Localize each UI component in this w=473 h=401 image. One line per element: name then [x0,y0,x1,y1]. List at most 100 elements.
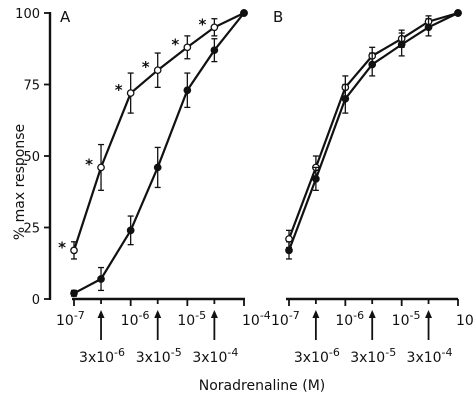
x-tick-label: 10-6 [335,309,364,329]
data-point-open [126,89,135,97]
axes-lines [48,12,458,301]
significance-marker: * [115,81,123,99]
x-tick-text: 10-7 [271,309,300,329]
significance-marker: * [58,238,66,256]
y-axis-title: % max response [12,124,28,240]
x-minor-text-base: 3x10 [136,350,171,366]
data-point-filled [70,289,78,298]
data-point-filled [240,9,248,17]
data-point-open [153,66,162,75]
x-minor-text-base: 3x10 [350,350,385,366]
x-tick-text-base: 10 [121,313,139,329]
data-point-filled [397,40,406,49]
x-minor-text: 3x10-5 [350,346,396,366]
x-tick-label: 10-5 [392,309,421,329]
arrow-head [210,310,218,318]
x-minor-text: 3x10-6 [294,346,340,366]
y-tick-label: 0 [32,293,40,308]
x-tick-text-base: 10 [56,313,74,329]
data-point-open [70,246,78,255]
arrow-head [368,310,376,318]
significance-marker: * [85,155,93,173]
x-minor-text-exponent: -6 [329,346,340,359]
y-tick-label: 100 [15,7,40,22]
data-point-filled [368,60,377,69]
x-minor-text-base: 3x10 [294,350,329,366]
x-tick-text: 10-5 [392,309,421,329]
series-line [287,12,459,251]
x-minor-label: 3x10-5 [136,346,182,366]
x-minor-text-base: 3x10 [407,350,442,366]
x-minor-text-exponent: -4 [442,346,453,359]
x-tick-text-base: 10 [456,313,473,329]
x-tick-text-base: 10 [271,313,289,329]
series-line [73,12,245,295]
x-tick-text-exponent: -6 [138,309,149,322]
x-tick-label: 10-5 [177,309,206,329]
x-tick-label: 10-4 [242,309,271,329]
data-point-filled [210,46,219,55]
x-tick-text-base: 10 [242,313,260,329]
x-tick-text-exponent: -5 [195,309,206,322]
x-tick-text-base: 10 [392,313,410,329]
x-tick-label: 10-6 [121,309,150,329]
x-tick-text-base: 10 [335,313,353,329]
x-minor-label: 3x10-6 [294,346,340,366]
y-tick-label: 75 [23,79,40,94]
significance-marker: * [142,58,150,76]
data-point-filled [285,246,293,255]
data-point-filled [454,9,462,17]
x-tick-text: 10-5 [177,309,206,329]
significance-marker: * [171,35,179,53]
x-minor-text-exponent: -5 [171,346,182,359]
panel-label-a: A [60,8,71,26]
x-minor-text-exponent: -5 [385,346,396,359]
x-minor-label: 3x10-4 [192,346,238,366]
x-minor-text: 3x10-4 [407,346,453,366]
x-minor-label: 3x10-4 [407,346,453,366]
x-minor-text-base: 3x10 [192,350,227,366]
data-point-filled [341,94,350,103]
data-point-filled [126,226,135,235]
x-minor-label: 3x10-6 [79,346,125,366]
data-point-filled [97,275,105,283]
significance-marker: * [198,15,206,33]
data-point-filled [183,86,192,95]
x-minor-text: 3x10-4 [192,346,238,366]
y-tick-label: 50 [23,150,40,165]
x-tick-text-base: 10 [177,313,195,329]
series-layer: * * * * * * [58,9,462,298]
x-tick-label: 10-4 [456,309,473,329]
x-tick-text: 10-7 [56,309,85,329]
x-tick-text-exponent: -6 [353,309,364,322]
data-point-open [210,23,219,32]
x-tick-text-exponent: -5 [409,309,420,322]
data-point-filled [424,23,433,32]
data-point-open [183,43,192,52]
x-tick-text: 10-4 [242,309,271,329]
x-minor-label: 3x10-5 [350,346,396,366]
tick-marks [44,12,459,340]
data-point-filled [312,175,320,183]
x-tick-text-exponent: -4 [260,309,271,322]
x-tick-text: 10-4 [456,309,473,329]
x-tick-text: 10-6 [121,309,150,329]
x-tick-text: 10-6 [335,309,364,329]
x-minor-text-base: 3x10 [79,350,114,366]
data-point-filled [153,163,162,172]
x-tick-label: 10-7 [56,309,85,329]
x-axis-title: Noradrenaline (M) [199,378,326,394]
y-tick-label: 25 [23,222,40,237]
x-tick-text-exponent: -7 [289,309,300,322]
arrow-head [425,310,433,318]
y-tick-labels: 0 25 50 75 100 [15,7,40,308]
series-line [72,12,245,251]
arrow-head [154,310,162,318]
x-tick-text-exponent: -7 [74,309,85,322]
arrow-head [97,310,105,318]
data-point-open [97,163,105,172]
x-tick-label: 10-7 [271,309,300,329]
arrow-head [312,310,320,318]
